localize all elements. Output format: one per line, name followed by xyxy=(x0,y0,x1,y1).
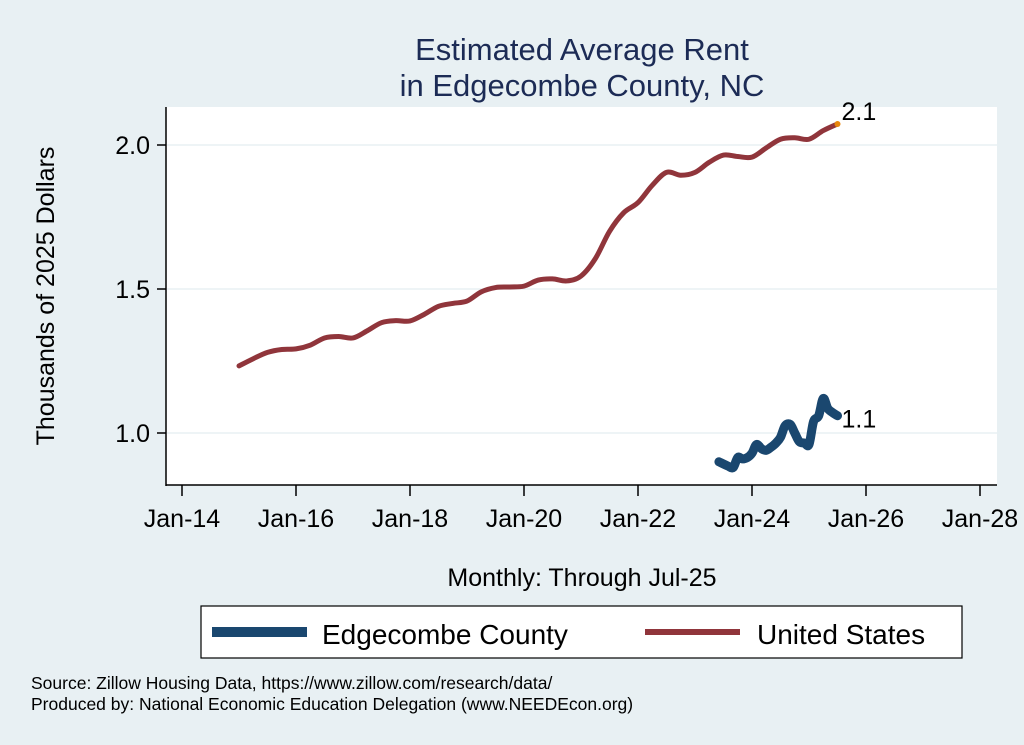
y-axis-title: Thousands of 2025 Dollars xyxy=(32,147,60,446)
y-tick-label: 1.5 xyxy=(115,276,150,304)
y-axis-ticks: 1.0 1.5 2.0 xyxy=(115,132,166,448)
legend-label-united-states: United States xyxy=(757,619,925,650)
end-label-united-states: 2.1 xyxy=(842,98,877,126)
x-tick-label: Jan-16 xyxy=(258,505,334,533)
chart-title-line-1: Estimated Average Rent xyxy=(415,32,749,67)
series-line-united-states xyxy=(236,121,840,369)
chart-title-line-2: in Edgecombe County, NC xyxy=(400,68,765,103)
x-tick-label: Jan-18 xyxy=(372,505,448,533)
legend: Edgecombe County United States xyxy=(200,605,963,659)
x-tick-label: Jan-26 xyxy=(828,505,904,533)
legend-box xyxy=(200,605,963,659)
x-tick-label: Jan-24 xyxy=(714,505,791,533)
produced-by-note: Produced by: National Economic Education… xyxy=(31,694,633,714)
x-axis-ticks: Jan-14 Jan-16 Jan-18 Jan-20 Jan-22 Jan-24 Jan-… xyxy=(144,485,1018,533)
x-axis-title: Monthly: Through Jul-25 xyxy=(447,564,716,592)
x-tick-label: Jan-22 xyxy=(600,505,676,533)
x-tick-label: Jan-14 xyxy=(144,505,221,533)
series-line-edgecombe-county xyxy=(714,393,842,473)
legend-label-edgecombe: Edgecombe County xyxy=(322,619,568,650)
end-labels: 2.1 1.1 xyxy=(842,98,877,434)
series-layer xyxy=(236,120,842,473)
end-marker-united-states xyxy=(834,120,841,127)
x-tick-label: Jan-20 xyxy=(486,505,562,533)
end-label-edgecombe-county: 1.1 xyxy=(842,406,877,434)
source-note: Source: Zillow Housing Data, https://www… xyxy=(31,673,552,693)
y-tick-label: 2.0 xyxy=(115,132,150,160)
y-tick-label: 1.0 xyxy=(115,420,150,448)
gridlines xyxy=(167,144,997,434)
x-tick-label: Jan-28 xyxy=(942,505,1018,533)
plot-area xyxy=(166,107,997,485)
